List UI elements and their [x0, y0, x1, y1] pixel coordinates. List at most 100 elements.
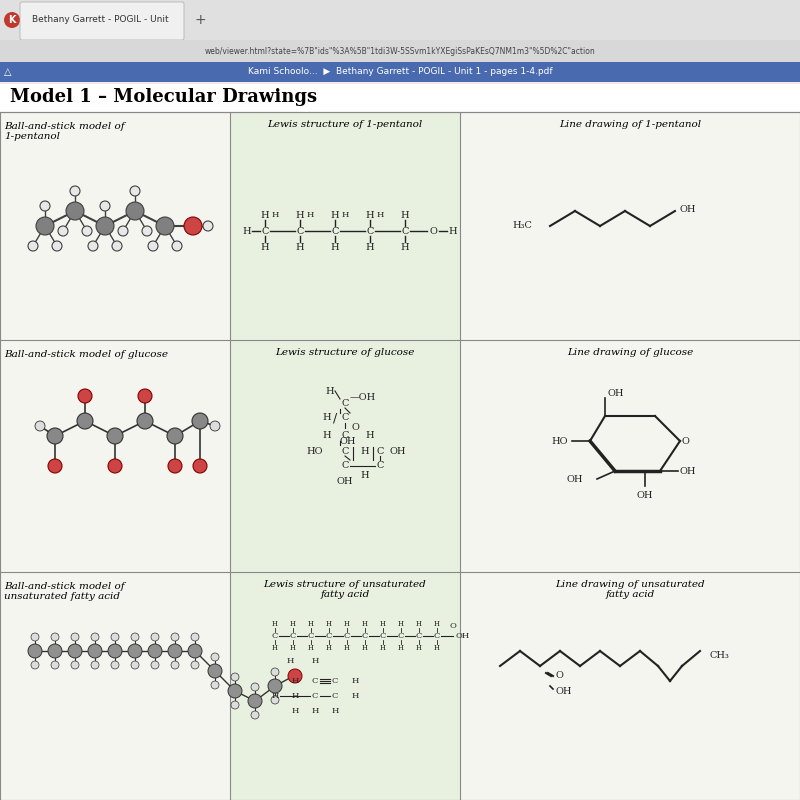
- Text: H: H: [401, 210, 410, 219]
- FancyBboxPatch shape: [460, 572, 800, 800]
- Circle shape: [91, 633, 99, 641]
- Circle shape: [151, 633, 159, 641]
- Circle shape: [288, 669, 302, 683]
- Text: OH: OH: [680, 466, 697, 475]
- Text: Model 1 – Molecular Drawings: Model 1 – Molecular Drawings: [10, 88, 317, 106]
- Text: Line drawing of unsaturated
fatty acid: Line drawing of unsaturated fatty acid: [555, 580, 705, 599]
- Text: C: C: [362, 632, 368, 640]
- FancyBboxPatch shape: [230, 572, 460, 800]
- Text: OH: OH: [680, 205, 697, 214]
- Circle shape: [131, 661, 139, 669]
- Text: H: H: [291, 677, 298, 685]
- Circle shape: [28, 241, 38, 251]
- FancyBboxPatch shape: [0, 340, 230, 572]
- FancyBboxPatch shape: [0, 112, 230, 340]
- Text: C: C: [312, 692, 318, 700]
- Text: H: H: [351, 677, 358, 685]
- Text: H: H: [449, 226, 458, 235]
- Text: OH: OH: [637, 491, 654, 500]
- Circle shape: [210, 421, 220, 431]
- Text: —OH: —OH: [350, 394, 376, 402]
- Text: H: H: [366, 431, 374, 441]
- Text: H: H: [326, 386, 334, 395]
- Circle shape: [28, 644, 42, 658]
- Text: OH: OH: [455, 632, 470, 640]
- Text: H: H: [434, 620, 440, 628]
- Text: O: O: [682, 437, 690, 446]
- Text: H: H: [361, 471, 370, 481]
- Circle shape: [271, 696, 279, 704]
- Text: Bethany Garrett - POGIL - Unit: Bethany Garrett - POGIL - Unit: [32, 15, 168, 25]
- Text: C: C: [342, 414, 349, 422]
- Circle shape: [100, 201, 110, 211]
- Text: H: H: [416, 644, 422, 652]
- Circle shape: [171, 661, 179, 669]
- FancyBboxPatch shape: [0, 62, 800, 82]
- Text: C: C: [290, 632, 296, 640]
- Text: H: H: [311, 657, 318, 665]
- Text: H: H: [376, 211, 384, 219]
- Text: OH: OH: [555, 686, 571, 695]
- Text: C: C: [272, 632, 278, 640]
- Text: H: H: [362, 620, 368, 628]
- Circle shape: [40, 201, 50, 211]
- Text: H: H: [401, 242, 410, 251]
- Circle shape: [137, 413, 153, 429]
- Text: Ball-and-stick model of
unsaturated fatty acid: Ball-and-stick model of unsaturated fatt…: [4, 582, 125, 602]
- Circle shape: [138, 389, 152, 403]
- Text: C: C: [342, 446, 349, 455]
- Text: H: H: [261, 242, 270, 251]
- Circle shape: [51, 633, 59, 641]
- Text: H: H: [291, 707, 298, 715]
- Text: H: H: [416, 620, 422, 628]
- Circle shape: [108, 644, 122, 658]
- Text: +: +: [194, 13, 206, 27]
- Text: C: C: [332, 692, 338, 700]
- Text: H₃C: H₃C: [512, 222, 532, 230]
- Circle shape: [131, 633, 139, 641]
- Text: C: C: [402, 226, 409, 235]
- Circle shape: [148, 241, 158, 251]
- Text: △: △: [4, 67, 12, 77]
- Circle shape: [77, 413, 93, 429]
- Text: H: H: [398, 620, 404, 628]
- Circle shape: [111, 633, 119, 641]
- Circle shape: [188, 644, 202, 658]
- Text: H: H: [296, 242, 304, 251]
- Circle shape: [191, 633, 199, 641]
- Text: K: K: [8, 15, 16, 25]
- Text: H: H: [380, 620, 386, 628]
- Text: C: C: [326, 632, 332, 640]
- Circle shape: [66, 202, 84, 220]
- Circle shape: [36, 217, 54, 235]
- Circle shape: [4, 12, 20, 28]
- FancyBboxPatch shape: [460, 112, 800, 340]
- Text: H: H: [344, 620, 350, 628]
- Circle shape: [268, 679, 282, 693]
- Text: C: C: [262, 226, 269, 235]
- Text: H: H: [344, 644, 350, 652]
- Circle shape: [251, 711, 259, 719]
- Text: H: H: [366, 210, 374, 219]
- Circle shape: [88, 241, 98, 251]
- Circle shape: [112, 241, 122, 251]
- Circle shape: [184, 217, 202, 235]
- Text: OH: OH: [607, 390, 623, 398]
- Text: O: O: [450, 622, 457, 630]
- Circle shape: [156, 217, 174, 235]
- Circle shape: [91, 661, 99, 669]
- Circle shape: [167, 428, 183, 444]
- Text: C: C: [342, 462, 349, 470]
- Text: H: H: [330, 242, 339, 251]
- Text: web/viewer.html?state=%7B"ids"%3A%5B"1tdi3W-5SSvm1kYXEgiSsPaKEsQ7NM1m3"%5D%2C"ac: web/viewer.html?state=%7B"ids"%3A%5B"1td…: [205, 46, 595, 55]
- FancyBboxPatch shape: [0, 84, 800, 112]
- Text: C: C: [312, 677, 318, 685]
- FancyBboxPatch shape: [230, 340, 460, 572]
- Circle shape: [71, 633, 79, 641]
- Circle shape: [68, 644, 82, 658]
- Text: C: C: [342, 399, 349, 409]
- Text: H: H: [311, 707, 318, 715]
- Text: OH: OH: [337, 477, 354, 486]
- Text: Lewis structure of unsaturated
fatty acid: Lewis structure of unsaturated fatty aci…: [264, 580, 426, 599]
- Text: H: H: [326, 620, 332, 628]
